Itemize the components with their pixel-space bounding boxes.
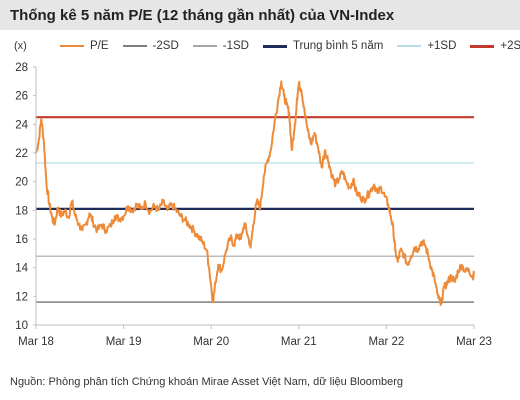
pe-series-line [35,80,475,306]
y-tick-label: 10 [15,320,28,332]
y-tick-label: 16 [15,234,28,246]
y-tick-label: 22 [15,148,28,160]
legend-label-minus-2sd: -2SD [152,40,179,52]
legend-item-plus-2sd: +2SD [470,40,520,52]
legend-swatch-minus-1sd [192,45,217,47]
legend-label-plus-2sd: +2SD [500,40,520,52]
x-tick-label: Mar 20 [193,336,229,348]
legend-swatch-pe [60,45,84,47]
legend-label-mean: Trung bình 5 năm [292,40,384,52]
legend-swatch-plus-2sd [470,44,495,48]
legend-label-pe: P/E [90,40,109,52]
y-tick-label: 14 [15,263,28,275]
legend: P/E -2SD -1SD Trung bình 5 năm +1SD +2SD [60,38,520,54]
y-tick-label: 18 [15,205,28,217]
title-bar: Thống kê 5 năm P/E (12 tháng gần nhất) c… [0,0,520,30]
legend-swatch-minus-2sd [122,45,147,47]
y-unit-label: (x) [14,40,27,52]
x-tick-label: Mar 21 [281,336,317,348]
chart-title: Thống kê 5 năm P/E (12 tháng gần nhất) c… [10,7,395,24]
legend-item-mean: Trung bình 5 năm [262,40,384,52]
x-tick-label: Mar 18 [18,336,54,348]
legend-item-minus-2sd: -2SD [122,40,179,52]
legend-item-pe: P/E [60,40,109,52]
legend-label-plus-1sd: +1SD [427,40,457,52]
y-tick-label: 12 [15,291,28,303]
y-tick-label: 26 [15,91,28,103]
legend-swatch-mean [262,44,287,48]
legend-swatch-plus-1sd [397,45,422,47]
legend-label-minus-1sd: -1SD [222,40,249,52]
legend-item-minus-1sd: -1SD [192,40,249,52]
x-tick-label: Mar 22 [369,336,405,348]
y-tick-label: 20 [15,177,28,189]
source-note: Nguồn: Phòng phân tích Chứng khoán Mirae… [10,376,404,388]
y-tick-label: 24 [15,119,28,131]
legend-item-plus-1sd: +1SD [397,40,456,52]
x-tick-label: Mar 19 [106,336,142,348]
x-tick-label: Mar 23 [456,336,492,348]
y-tick-label: 28 [15,62,28,74]
